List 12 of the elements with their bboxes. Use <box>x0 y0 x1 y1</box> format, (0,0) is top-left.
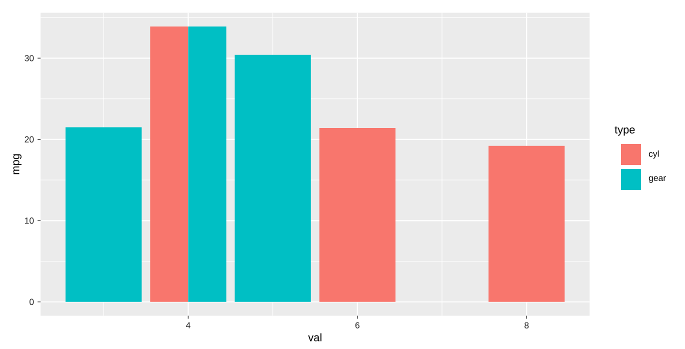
x-axis-title: val <box>308 333 322 342</box>
legend-label: cyl <box>648 150 659 159</box>
legend-label: gear <box>648 176 666 183</box>
legend-title: type <box>614 126 635 136</box>
y-tick-label: 20 <box>24 136 34 143</box>
y-tick-label: 0 <box>30 298 34 305</box>
x-tick-label: 4 <box>186 322 190 328</box>
y-tick-label: 10 <box>25 218 34 224</box>
x-tick-label: 6 <box>355 322 360 328</box>
y-axis-title: mpg <box>13 154 22 174</box>
x-tick-label: 8 <box>524 322 529 328</box>
y-tick-label: 30 <box>24 55 34 62</box>
